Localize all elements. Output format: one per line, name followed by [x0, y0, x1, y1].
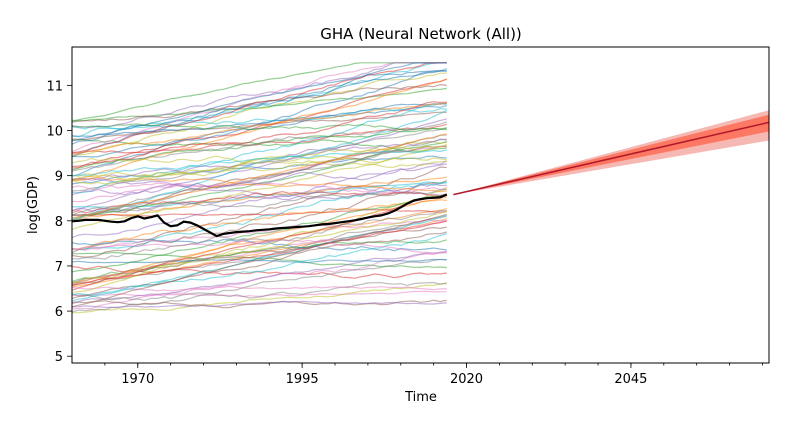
- background-series-line: [72, 134, 447, 222]
- x-axis: 1970 1995 2020 2045: [104, 363, 763, 387]
- y-tick-label: 11: [46, 79, 63, 94]
- chart-title: GHA (Neural Network (All)): [320, 25, 522, 43]
- background-series-line: [72, 62, 447, 129]
- y-tick-label: 10: [46, 125, 63, 140]
- background-series-line: [72, 133, 447, 219]
- background-series-line: [72, 68, 447, 145]
- background-series-line: [72, 265, 447, 279]
- background-series-line: [72, 300, 447, 308]
- background-series-line: [72, 118, 447, 212]
- y-tick-label: 5: [55, 350, 63, 365]
- background-series-line: [72, 62, 447, 123]
- background-series-line: [72, 239, 447, 254]
- y-axis: 5 6 7 8 9 10 11: [46, 79, 72, 365]
- background-series-line: [72, 102, 447, 156]
- forecast-outer-band: [453, 110, 769, 195]
- background-series-line: [72, 138, 447, 217]
- background-series-line: [72, 83, 447, 123]
- background-series-line: [72, 101, 447, 168]
- x-tick-label: 2020: [450, 372, 483, 387]
- background-series-line: [72, 299, 447, 309]
- background-series-line: [72, 199, 447, 250]
- background-series-line: [72, 121, 447, 172]
- x-tick-label: 1970: [121, 372, 154, 387]
- background-series-line: [72, 189, 447, 216]
- background-series-line: [72, 213, 447, 308]
- background-series-line: [72, 283, 447, 314]
- background-series-line: [72, 160, 448, 239]
- background-series-line: [72, 281, 447, 301]
- background-series-line: [72, 160, 447, 177]
- background-series-line: [72, 123, 447, 131]
- y-tick-label: 9: [55, 170, 63, 185]
- background-series-line: [72, 210, 447, 294]
- background-series-line: [72, 290, 447, 298]
- background-series-line: [72, 218, 447, 251]
- x-axis-label: Time: [404, 390, 437, 405]
- y-tick-label: 7: [55, 260, 63, 275]
- background-series-line: [72, 252, 447, 304]
- background-series-line: [72, 78, 448, 169]
- background-series-line: [72, 103, 447, 137]
- plot-frame: [71, 46, 770, 364]
- background-series-line: [72, 182, 447, 194]
- y-axis-label: log(GDP): [26, 176, 41, 234]
- forecast-inner-band: [453, 114, 769, 195]
- background-series-line: [72, 194, 447, 273]
- background-series-line: [72, 209, 447, 260]
- y-tick-label: 8: [55, 215, 63, 230]
- background-series-line: [72, 163, 447, 196]
- background-series-line: [72, 238, 447, 252]
- x-tick-label: 2045: [614, 372, 647, 387]
- background-series-line: [72, 220, 447, 287]
- background-series-line: [72, 258, 447, 264]
- background-series-line: [72, 181, 447, 208]
- plot-area: [72, 62, 769, 314]
- x-tick-label: 1995: [286, 372, 319, 387]
- y-tick-label: 6: [55, 305, 63, 320]
- background-series-line: [72, 285, 447, 292]
- background-series-line: [72, 187, 448, 283]
- highlight-series-line: [72, 193, 448, 238]
- background-series-line: [72, 62, 447, 142]
- background-series-line: [72, 149, 447, 177]
- background-series-line: [72, 143, 448, 185]
- forecast-line: [453, 121, 769, 196]
